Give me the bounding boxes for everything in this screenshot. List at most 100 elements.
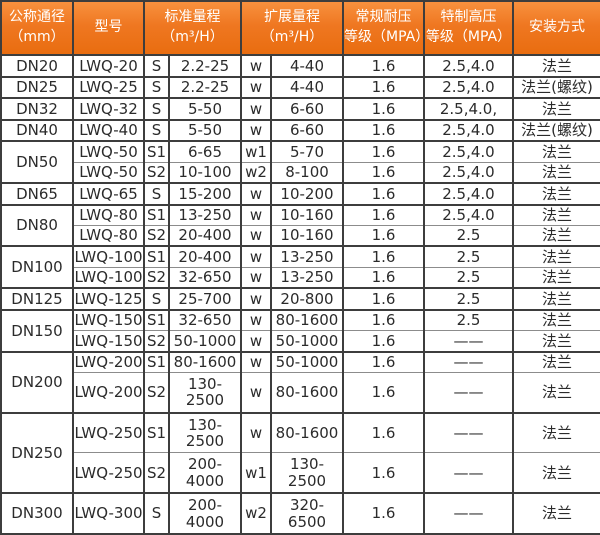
cell-dn: DN300 bbox=[0, 492, 74, 535]
cell-std-range: 20-400 bbox=[168, 245, 242, 268]
cell-ext-code: w1 bbox=[240, 452, 272, 494]
cell-std-range: 10-100 bbox=[168, 161, 242, 184]
cell-std-code: S2 bbox=[143, 372, 170, 414]
cell-std-range: 5-50 bbox=[168, 97, 242, 121]
table-row: DN50 LWQ-50 S1 6-65 w1 5-70 1.6 2.5,4.0 … bbox=[0, 140, 600, 184]
table-row: DN300 LWQ-300 S 200-4000 w2 320-6500 1.6… bbox=[0, 492, 600, 535]
table-row: DN80 LWQ-80 S1 13-250 w 10-160 1.6 2.5,4… bbox=[0, 203, 600, 247]
cell-ext-code: w bbox=[240, 75, 272, 99]
cell-model: LWQ-20 bbox=[72, 54, 145, 78]
cell-dn: DN250 bbox=[0, 411, 74, 494]
table-header: 公称通径 （mm） 型号 标准量程 （m³/H） 扩展量程 （m³/H） 常规耐… bbox=[0, 0, 600, 56]
cell-std-code: S1 bbox=[143, 203, 170, 226]
cell-ext-code: w2 bbox=[240, 492, 272, 535]
cell-std-range: 15-200 bbox=[168, 182, 242, 206]
cell-model: LWQ-100 bbox=[72, 266, 145, 289]
cell-high-pressure: —— bbox=[423, 452, 514, 494]
cell-install: 法兰 bbox=[512, 97, 600, 121]
cell-pressure: 1.6 bbox=[342, 97, 425, 121]
cell-high-pressure: —— bbox=[423, 492, 514, 535]
cell-pressure: 1.6 bbox=[342, 182, 425, 206]
cell-install: 法兰 bbox=[512, 308, 600, 332]
cell-ext-range: 10-160 bbox=[270, 203, 344, 226]
cell-pressure: 1.6 bbox=[342, 245, 425, 268]
cell-pressure: 1.6 bbox=[342, 203, 425, 226]
cell-ext-code: w bbox=[240, 203, 272, 226]
cell-pressure: 1.6 bbox=[342, 54, 425, 78]
cell-install: 法兰(螺纹) bbox=[512, 75, 600, 99]
cell-high-pressure: 2.5,4.0 bbox=[423, 54, 514, 78]
cell-ext-code: w bbox=[240, 97, 272, 121]
table-row: DN40 LWQ-40 S 5-50 w 6-60 1.6 2.5,4.0 法兰… bbox=[0, 118, 600, 142]
cell-high-pressure: 2.5,4.0 bbox=[423, 75, 514, 99]
cell-install: 法兰 bbox=[512, 452, 600, 494]
cell-high-pressure: 2.5,4.0 bbox=[423, 161, 514, 184]
cell-std-code: S1 bbox=[143, 245, 170, 268]
cell-std-range: 50-1000 bbox=[168, 330, 242, 353]
cell-model: LWQ-125 bbox=[72, 287, 145, 311]
table-row: DN32 LWQ-32 S 5-50 w 6-60 1.6 2.5,4.0, 法… bbox=[0, 97, 600, 121]
table-row: DN65 LWQ-65 S 15-200 w 10-200 1.6 2.5,4.… bbox=[0, 182, 600, 206]
cell-high-pressure: —— bbox=[423, 411, 514, 454]
cell-install: 法兰 bbox=[512, 140, 600, 163]
cell-high-pressure: 2.5 bbox=[423, 224, 514, 247]
cell-ext-range: 80-1600 bbox=[270, 372, 344, 414]
cell-high-pressure: 2.5,4.0, bbox=[423, 97, 514, 121]
cell-std-code: S bbox=[143, 492, 170, 535]
cell-std-range: 130-2500 bbox=[168, 411, 242, 454]
cell-install: 法兰 bbox=[512, 161, 600, 184]
table-row: LWQ-50 S2 10-100 w2 8-100 1.6 2.5,4.0 法兰 bbox=[1, 161, 600, 184]
cell-ext-range: 4-40 bbox=[270, 75, 344, 99]
cell-pressure: 1.6 bbox=[342, 411, 425, 454]
cell-model: LWQ-50 bbox=[72, 140, 145, 163]
cell-std-code: S2 bbox=[143, 266, 170, 289]
cell-std-code: S1 bbox=[143, 140, 170, 163]
cell-model: LWQ-32 bbox=[72, 97, 145, 121]
cell-ext-range: 50-1000 bbox=[270, 330, 344, 353]
cell-ext-range: 8-100 bbox=[270, 161, 344, 184]
cell-std-code: S bbox=[143, 54, 170, 78]
cell-ext-range: 80-1600 bbox=[270, 411, 344, 454]
cell-install: 法兰 bbox=[512, 350, 600, 374]
cell-dn: DN200 bbox=[0, 350, 74, 414]
cell-ext-range: 80-1600 bbox=[270, 308, 344, 332]
cell-std-range: 25-700 bbox=[168, 287, 242, 311]
cell-ext-code: w bbox=[240, 54, 272, 78]
table-row: DN200 LWQ-200 S1 80-1600 w 50-1000 1.6 —… bbox=[0, 350, 600, 414]
cell-model: LWQ-150 bbox=[72, 308, 145, 332]
cell-model: LWQ-100 bbox=[72, 245, 145, 268]
header-standard-range: 标准量程 （m³/H） bbox=[143, 0, 242, 56]
cell-ext-range: 13-250 bbox=[270, 245, 344, 268]
cell-std-range: 130-2500 bbox=[168, 372, 242, 414]
cell-high-pressure: 2.5,4.0 bbox=[423, 182, 514, 206]
cell-install: 法兰 bbox=[512, 224, 600, 247]
cell-dn: DN150 bbox=[0, 308, 74, 353]
cell-ext-code: w bbox=[240, 411, 272, 454]
cell-dn: DN25 bbox=[0, 75, 74, 99]
cell-model: LWQ-200 bbox=[72, 372, 145, 414]
cell-ext-code: w bbox=[240, 118, 272, 142]
cell-std-range: 2.2-25 bbox=[168, 75, 242, 99]
table-row: DN100 LWQ-100 S1 20-400 w 13-250 1.6 2.5… bbox=[0, 245, 600, 289]
cell-ext-code: w bbox=[240, 182, 272, 206]
cell-install: 法兰(螺纹) bbox=[512, 118, 600, 142]
table-row: LWQ-250 S2 200-4000 w1 130-2500 1.6 —— 法… bbox=[1, 452, 600, 494]
cell-std-range: 32-650 bbox=[168, 266, 242, 289]
header-row: 公称通径 （mm） 型号 标准量程 （m³/H） 扩展量程 （m³/H） 常规耐… bbox=[0, 0, 600, 56]
cell-install: 法兰 bbox=[512, 287, 600, 311]
cell-std-range: 2.2-25 bbox=[168, 54, 242, 78]
cell-model: LWQ-65 bbox=[72, 182, 145, 206]
cell-std-code: S1 bbox=[143, 350, 170, 374]
header-nominal-diameter: 公称通径 （mm） bbox=[0, 0, 74, 56]
cell-pressure: 1.6 bbox=[342, 350, 425, 374]
cell-std-range: 200-4000 bbox=[168, 452, 242, 494]
cell-high-pressure: —— bbox=[423, 372, 514, 414]
cell-ext-range: 13-250 bbox=[270, 266, 344, 289]
cell-pressure: 1.6 bbox=[342, 330, 425, 353]
cell-std-code: S2 bbox=[143, 224, 170, 247]
header-installation: 安装方式 bbox=[512, 0, 600, 56]
cell-dn: DN65 bbox=[0, 182, 74, 206]
cell-ext-range: 6-60 bbox=[270, 97, 344, 121]
cell-std-code: S2 bbox=[143, 330, 170, 353]
cell-high-pressure: 2.5 bbox=[423, 308, 514, 332]
